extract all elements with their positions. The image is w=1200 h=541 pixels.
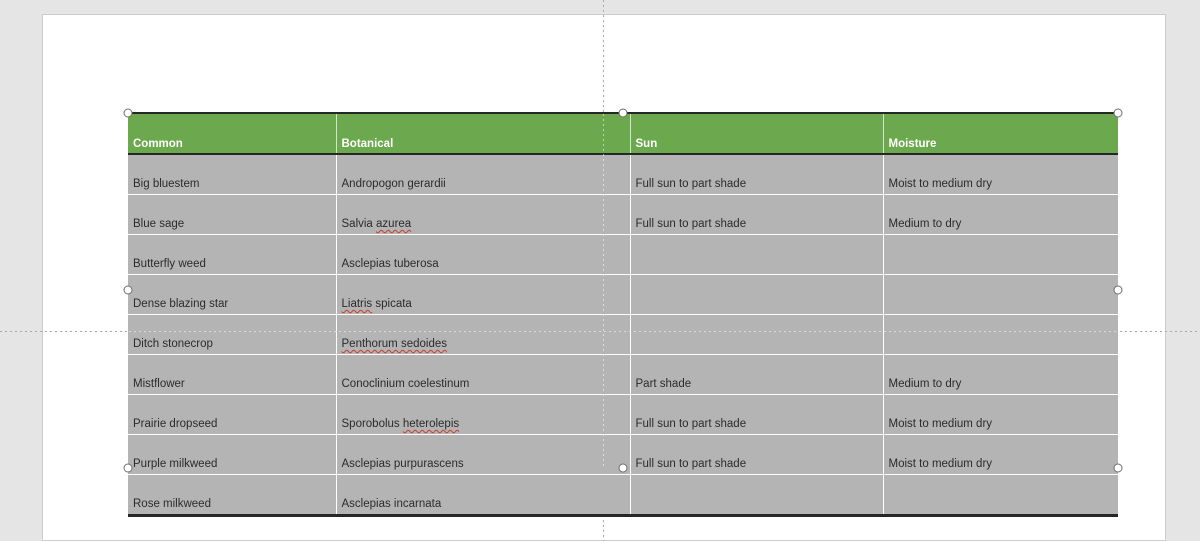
cell-botanical[interactable]: Salvia azurea <box>336 194 631 235</box>
cell-moisture[interactable] <box>883 474 1118 516</box>
vertical-guide-overlay <box>603 114 604 467</box>
cell-common[interactable]: Mistflower <box>128 354 337 395</box>
cell-common[interactable]: Big bluestem <box>128 154 337 195</box>
spellcheck-underline: heterolepis <box>402 418 460 430</box>
cell-botanical[interactable]: Andropogon gerardii <box>336 154 631 195</box>
cell-botanical[interactable]: Asclepias incarnata <box>336 474 631 516</box>
spellcheck-underline: Penthorum sedoides <box>341 338 447 350</box>
table-row: Ditch stonecrop Penthorum sedoides <box>128 314 1118 355</box>
resize-handle-middle-right[interactable] <box>1113 285 1123 295</box>
spellcheck-underline: Liatris <box>341 298 373 310</box>
cell-common[interactable]: Rose milkweed <box>128 474 337 516</box>
resize-handle-bottom-middle[interactable] <box>618 463 628 473</box>
column-header-botanical[interactable]: Botanical <box>336 113 631 155</box>
table-body: Big bluestem Andropogon gerardii Full sun … <box>128 154 1118 516</box>
plant-table[interactable]: Common Botanical Sun Moisture Big bluest… <box>128 112 1118 517</box>
cell-botanical[interactable]: Liatris spicata <box>336 274 631 315</box>
cell-sun[interactable] <box>630 314 884 355</box>
cell-common[interactable]: Prairie dropseed <box>128 394 337 435</box>
cell-botanical[interactable]: Asclepias tuberosa <box>336 234 631 275</box>
cell-moisture[interactable]: Moist to medium dry <box>883 434 1118 475</box>
cell-moisture[interactable] <box>883 274 1118 315</box>
cell-sun[interactable]: Full sun to part shade <box>630 154 884 195</box>
table-row: Prairie dropseed Sporobolus heterolepis Fu… <box>128 394 1118 435</box>
cell-moisture[interactable]: Medium to dry <box>883 194 1118 235</box>
cell-common[interactable]: Butterfly weed <box>128 234 337 275</box>
cell-sun[interactable]: Part shade <box>630 354 884 395</box>
cell-moisture[interactable] <box>883 234 1118 275</box>
cell-common[interactable]: Purple milkweed <box>128 434 337 475</box>
cell-moisture[interactable]: Moist to medium dry <box>883 154 1118 195</box>
resize-handle-bottom-left[interactable] <box>123 463 133 473</box>
column-header-moisture[interactable]: Moisture <box>883 113 1118 155</box>
plant-table-grid: Common Botanical Sun Moisture Big bluest… <box>128 112 1118 517</box>
cell-botanical[interactable]: Sporobolus heterolepis <box>336 394 631 435</box>
cell-common[interactable]: Blue sage <box>128 194 337 235</box>
spellcheck-underline: azurea <box>376 218 412 230</box>
cell-common[interactable]: Dense blazing star <box>128 274 337 315</box>
resize-handle-top-right[interactable] <box>1113 108 1123 118</box>
cell-moisture[interactable]: Medium to dry <box>883 354 1118 395</box>
table-header-row: Common Botanical Sun Moisture <box>128 113 1118 155</box>
resize-handle-bottom-right[interactable] <box>1113 463 1123 473</box>
table-row: Big bluestem Andropogon gerardii Full sun … <box>128 154 1118 195</box>
cell-botanical[interactable]: Conoclinium coelestinum <box>336 354 631 395</box>
cell-botanical[interactable]: Penthorum sedoides <box>336 314 631 355</box>
cell-moisture[interactable] <box>883 314 1118 355</box>
resize-handle-top-left[interactable] <box>123 108 133 118</box>
resize-handle-top-middle[interactable] <box>618 108 628 118</box>
table-row: Rose milkweed Asclepias incarnata <box>128 474 1118 516</box>
cell-botanical[interactable]: Asclepias purpurascens <box>336 434 631 475</box>
table-row: Butterfly weed Asclepias tuberosa <box>128 234 1118 275</box>
table-row: Dense blazing star Liatris spicata <box>128 274 1118 315</box>
cell-sun[interactable] <box>630 474 884 516</box>
resize-handle-middle-left[interactable] <box>123 285 133 295</box>
table-row: Blue sage Salvia azurea Full sun to part s… <box>128 194 1118 235</box>
cell-sun[interactable]: Full sun to part shade <box>630 394 884 435</box>
horizontal-guide-overlay <box>129 331 1117 332</box>
cell-moisture[interactable]: Moist to medium dry <box>883 394 1118 435</box>
table-row: Mistflower Conoclinium coelestinum Part sh… <box>128 354 1118 395</box>
cell-sun[interactable]: Full sun to part shade <box>630 434 884 475</box>
cell-sun[interactable]: Full sun to part shade <box>630 194 884 235</box>
cell-sun[interactable] <box>630 274 884 315</box>
cell-sun[interactable] <box>630 234 884 275</box>
table-row: Purple milkweed Asclepias purpurascens Ful… <box>128 434 1118 475</box>
column-header-sun[interactable]: Sun <box>630 113 884 155</box>
cell-common[interactable]: Ditch stonecrop <box>128 314 337 355</box>
column-header-common[interactable]: Common <box>128 113 337 155</box>
